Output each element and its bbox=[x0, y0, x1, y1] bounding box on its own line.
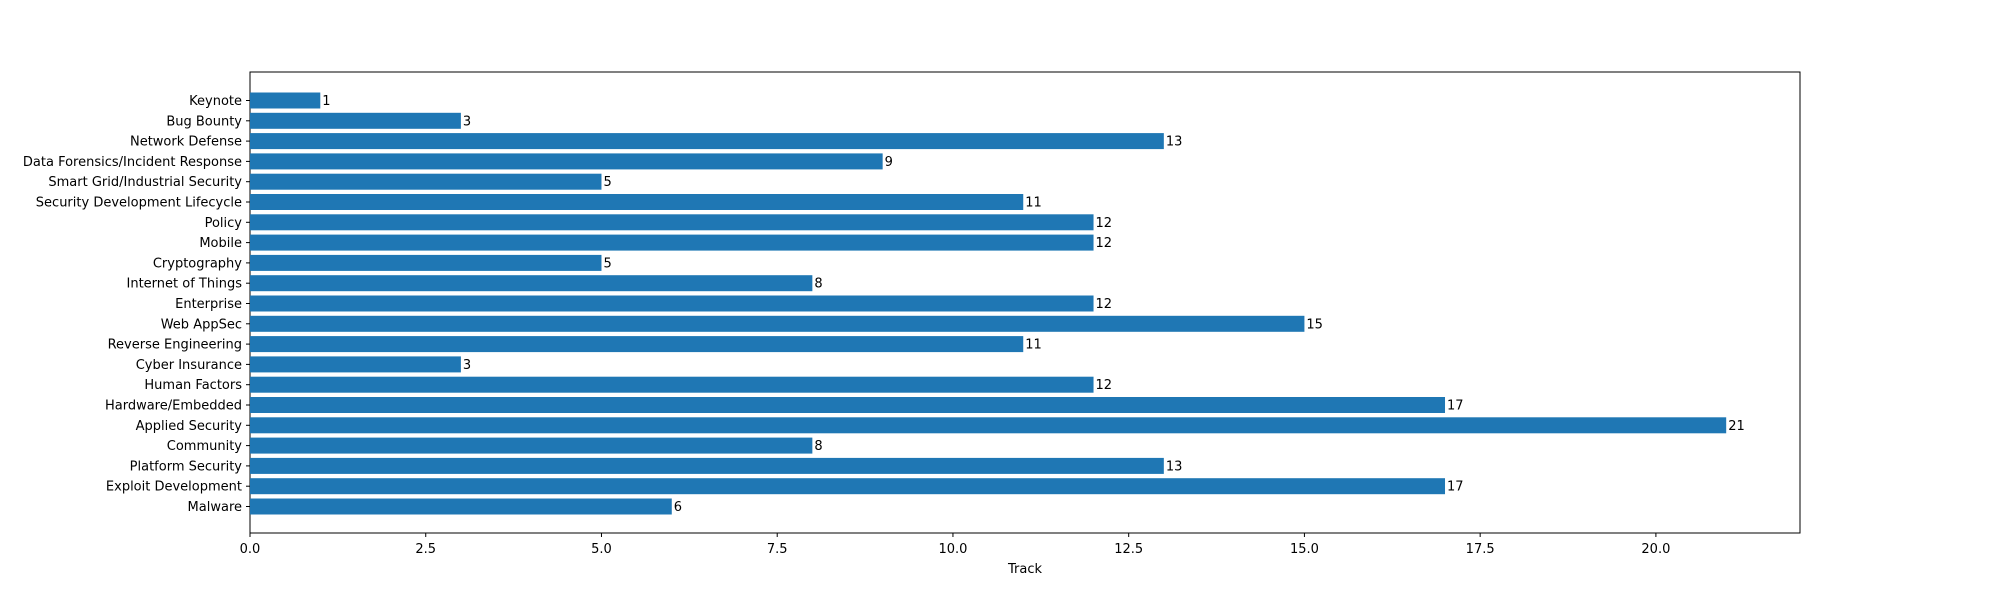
y-tick-label: Applied Security bbox=[136, 419, 243, 434]
y-axis-ticks: Keynote Bug Bounty Network Defense Data For… bbox=[23, 94, 250, 515]
y-tick-label: Security Development Lifecycle bbox=[36, 196, 242, 211]
y-tick-label: Bug Bounty bbox=[166, 114, 242, 129]
y-tick-label: Smart Grid/Industrial Security bbox=[48, 175, 242, 190]
x-tick-label: 15.0 bbox=[1290, 542, 1319, 557]
y-tick-label: Mobile bbox=[199, 236, 242, 251]
y-tick-label: Web AppSec bbox=[161, 317, 242, 332]
y-tick-label: Network Defense bbox=[130, 135, 242, 150]
x-tick-label: 10.0 bbox=[938, 542, 967, 557]
bar bbox=[250, 315, 1305, 332]
y-tick-label: Keynote bbox=[189, 94, 242, 109]
y-tick-label: Cryptography bbox=[153, 256, 242, 271]
y-tick-label: Policy bbox=[205, 216, 243, 231]
data-label: 17 bbox=[1447, 399, 1464, 414]
x-tick-label: 17.5 bbox=[1466, 542, 1495, 557]
bar bbox=[250, 173, 602, 190]
data-label: 5 bbox=[603, 256, 611, 271]
data-label: 11 bbox=[1025, 196, 1042, 211]
data-label: 12 bbox=[1096, 297, 1113, 312]
y-tick-label: Internet of Things bbox=[127, 277, 243, 292]
data-label: 21 bbox=[1728, 419, 1745, 434]
bar bbox=[250, 214, 1094, 231]
bar bbox=[250, 153, 883, 170]
x-tick-label: 5.0 bbox=[591, 542, 612, 557]
data-label: 8 bbox=[814, 439, 822, 454]
data-label: 17 bbox=[1447, 480, 1464, 495]
bar bbox=[250, 92, 321, 109]
bar bbox=[250, 295, 1094, 312]
y-tick-label: Reverse Engineering bbox=[108, 338, 242, 353]
bars-layer bbox=[250, 92, 1727, 515]
bar bbox=[250, 376, 1094, 393]
data-label: 13 bbox=[1166, 459, 1183, 474]
bar bbox=[250, 112, 461, 129]
bar bbox=[250, 275, 813, 292]
data-label: 3 bbox=[463, 358, 471, 373]
data-label: 13 bbox=[1166, 135, 1183, 150]
x-axis-label: Track bbox=[1007, 562, 1042, 577]
y-tick-label: Platform Security bbox=[130, 459, 243, 474]
bar bbox=[250, 194, 1024, 210]
y-tick-label: Data Forensics/Incident Response bbox=[23, 155, 242, 170]
x-tick-label: 7.5 bbox=[767, 542, 788, 557]
data-label: 5 bbox=[603, 175, 611, 190]
bar bbox=[250, 457, 1164, 474]
data-label: 6 bbox=[674, 500, 682, 515]
bar bbox=[250, 356, 461, 373]
data-label: 9 bbox=[885, 155, 893, 170]
x-tick-label: 20.0 bbox=[1641, 542, 1670, 557]
x-tick-label: 2.5 bbox=[415, 542, 436, 557]
data-label: 15 bbox=[1306, 317, 1323, 332]
bar bbox=[250, 254, 602, 271]
data-label: 12 bbox=[1096, 236, 1113, 251]
y-tick-label: Enterprise bbox=[175, 297, 242, 312]
y-tick-label: Hardware/Embedded bbox=[105, 399, 242, 414]
x-tick-label: 0.0 bbox=[240, 542, 261, 557]
data-label: 12 bbox=[1096, 378, 1113, 393]
data-label: 1 bbox=[322, 94, 330, 109]
data-label: 11 bbox=[1025, 338, 1042, 353]
x-axis-ticks: 0.0 2.5 5.0 7.5 10.0 12.5 15.0 17.5 20.0 bbox=[240, 533, 1670, 557]
bar bbox=[250, 498, 672, 515]
bar bbox=[250, 437, 813, 454]
bar bbox=[250, 133, 1164, 150]
y-tick-label: Community bbox=[167, 439, 243, 454]
bar bbox=[250, 478, 1446, 495]
y-tick-label: Exploit Development bbox=[106, 480, 242, 495]
data-label: 12 bbox=[1096, 216, 1113, 231]
bar bbox=[250, 417, 1727, 434]
data-label: 3 bbox=[463, 114, 471, 129]
data-label: 8 bbox=[814, 277, 822, 292]
y-tick-label: Human Factors bbox=[144, 378, 242, 393]
bar bbox=[250, 336, 1024, 353]
x-tick-label: 12.5 bbox=[1114, 542, 1143, 557]
bar bbox=[250, 397, 1446, 413]
y-tick-label: Malware bbox=[188, 500, 242, 515]
bar bbox=[250, 234, 1094, 251]
y-tick-label: Cyber Insurance bbox=[136, 358, 242, 373]
